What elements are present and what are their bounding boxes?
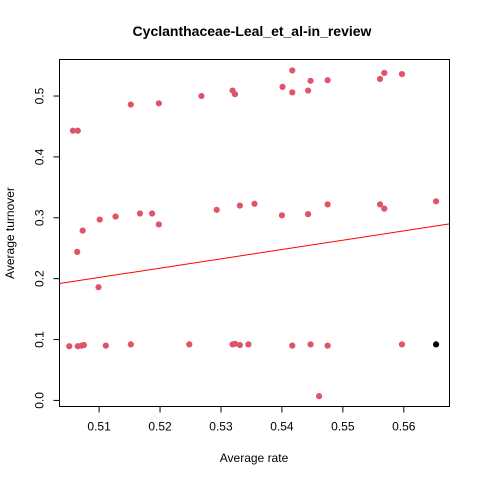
data-point <box>381 205 388 212</box>
data-point <box>381 69 388 76</box>
trend-line <box>59 223 450 285</box>
data-point <box>96 216 103 223</box>
data-point <box>251 200 258 207</box>
data-point <box>376 75 384 83</box>
data-point <box>127 341 134 348</box>
data-point <box>95 284 102 291</box>
data-point <box>305 211 312 218</box>
data-point <box>102 342 109 349</box>
data-point <box>289 342 296 349</box>
y-tick-label: 0.4 <box>33 148 47 165</box>
x-tick-label: 0.54 <box>270 420 294 434</box>
data-point <box>307 341 314 348</box>
data-point <box>149 210 156 217</box>
chart-title: Cyclanthaceae-Leal_et_al-in_review <box>133 23 372 39</box>
data-point <box>307 77 314 84</box>
x-axis-label: Average rate <box>220 451 289 465</box>
data-point <box>236 202 243 209</box>
x-tick-label: 0.55 <box>331 420 355 434</box>
plot-frame <box>59 59 450 407</box>
data-point <box>198 92 205 100</box>
data-point <box>136 210 144 217</box>
data-point <box>398 341 406 348</box>
x-tick-label: 0.51 <box>87 420 111 434</box>
y-tick-label: 0.0 <box>33 392 47 409</box>
data-point <box>231 91 239 98</box>
x-tick-label: 0.56 <box>392 420 416 434</box>
data-point <box>155 221 162 228</box>
data-point <box>279 83 286 90</box>
data-point <box>289 67 296 74</box>
data-point <box>245 341 252 348</box>
data-point <box>127 101 134 108</box>
data-point <box>376 201 384 208</box>
trend-layer <box>59 223 450 285</box>
y-axis-label: Average turnover <box>3 187 17 279</box>
y-tick-label: 0.2 <box>33 270 47 287</box>
data-point <box>155 100 162 107</box>
data-point <box>324 342 331 349</box>
data-point <box>66 343 73 350</box>
x-tick-label: 0.52 <box>148 420 172 434</box>
y-axis: 0.0 0.1 0.2 0.3 0.4 0.5 <box>33 87 60 409</box>
data-point <box>213 206 220 213</box>
y-tick-label: 0.1 <box>33 331 47 348</box>
data-point <box>289 89 296 96</box>
data-point <box>74 248 81 255</box>
y-tick-label: 0.3 <box>33 209 47 226</box>
data-point <box>236 341 243 349</box>
highlight-point <box>432 341 440 348</box>
data-point <box>80 341 87 349</box>
points-layer <box>66 67 440 400</box>
data-point <box>79 227 86 234</box>
data-point <box>432 198 440 205</box>
x-tick-label: 0.53 <box>209 420 233 434</box>
data-point <box>398 71 406 78</box>
y-tick-label: 0.5 <box>33 87 47 104</box>
data-point <box>305 87 312 94</box>
x-axis: 0.51 0.52 0.53 0.54 0.55 0.56 <box>87 406 416 434</box>
data-point <box>69 127 77 134</box>
data-point <box>231 340 239 347</box>
data-point <box>112 213 119 220</box>
data-point <box>324 77 331 84</box>
data-point <box>315 393 323 400</box>
data-point <box>74 127 81 134</box>
data-point <box>324 201 331 208</box>
data-point <box>186 341 193 348</box>
data-point <box>278 212 286 219</box>
